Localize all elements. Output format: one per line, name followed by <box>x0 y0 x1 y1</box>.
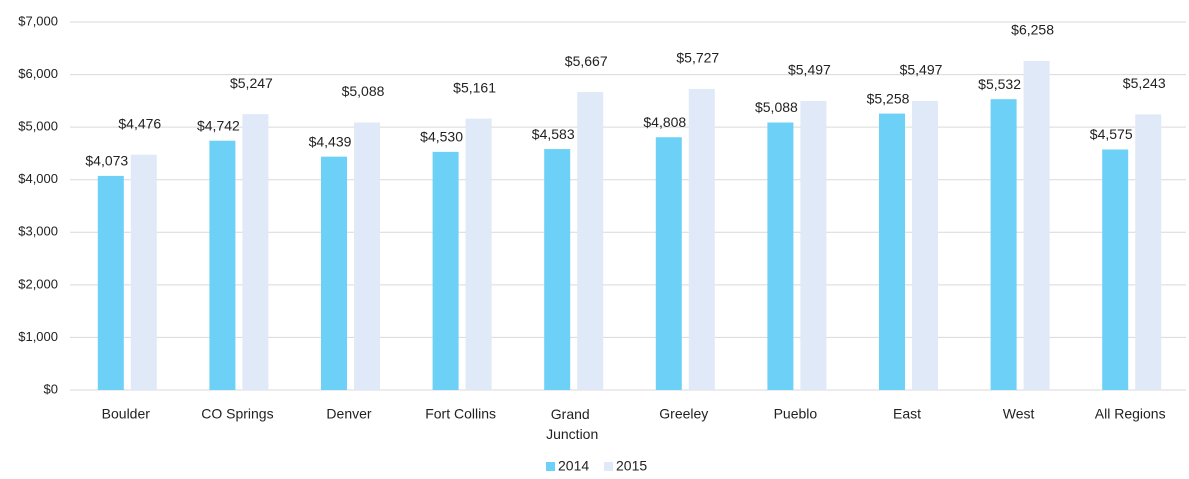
y-tick-label: $0 <box>44 381 58 396</box>
bar <box>879 113 905 390</box>
bar <box>321 156 347 390</box>
data-label: $5,667 <box>565 53 608 69</box>
data-label: $4,476 <box>118 115 161 131</box>
x-tick-label: East <box>893 406 921 422</box>
bar <box>912 101 938 390</box>
data-label: $4,742 <box>197 117 240 133</box>
data-label: $5,258 <box>867 90 910 106</box>
data-label: $5,088 <box>755 99 798 115</box>
bar <box>242 114 269 390</box>
legend-label: 2015 <box>616 458 647 474</box>
x-tick-label: West <box>1003 406 1035 422</box>
bar <box>1135 114 1162 391</box>
data-label: $4,808 <box>643 114 686 130</box>
data-label: $4,530 <box>420 129 463 145</box>
x-tick-label: Boulder <box>102 406 151 422</box>
y-tick-label: $1,000 <box>18 329 58 344</box>
bar <box>209 140 236 390</box>
y-tick-label: $5,000 <box>18 119 58 134</box>
y-tick-label: $7,000 <box>18 13 58 28</box>
data-label: $4,575 <box>1090 126 1133 142</box>
legend-label: 2014 <box>558 458 589 474</box>
bar <box>432 151 459 390</box>
bar <box>97 175 124 390</box>
y-tick-label: $3,000 <box>18 224 58 239</box>
x-tick-label: CO Springs <box>201 406 273 422</box>
data-label: $4,439 <box>309 133 352 149</box>
legend-swatch <box>546 462 555 471</box>
data-label: $5,497 <box>900 62 943 78</box>
data-label: $5,161 <box>453 79 496 95</box>
y-tick-label: $2,000 <box>18 276 58 291</box>
bar <box>990 99 1017 390</box>
data-label: $5,532 <box>978 76 1021 92</box>
bar <box>354 122 380 390</box>
bar <box>655 137 682 390</box>
x-tick-label: Pueblo <box>774 406 818 422</box>
x-tick-label: Denver <box>326 406 371 422</box>
x-tick-label: Fort Collins <box>425 406 496 422</box>
bar <box>130 154 157 390</box>
data-label: $5,088 <box>342 83 385 99</box>
bar <box>465 118 492 390</box>
y-tick-label: $4,000 <box>18 171 58 186</box>
bar <box>800 101 827 390</box>
x-tick-label: Grand Junction <box>546 406 598 442</box>
data-label: $5,497 <box>788 62 831 78</box>
bar <box>1102 149 1129 390</box>
bar <box>577 92 604 391</box>
data-label: $4,073 <box>85 153 128 169</box>
legend-swatch <box>604 462 613 471</box>
data-label: $4,583 <box>532 126 575 142</box>
bar <box>767 122 794 390</box>
bar <box>688 88 715 390</box>
data-label: $5,243 <box>1123 75 1166 91</box>
bar <box>1023 61 1050 391</box>
data-label: $5,247 <box>230 75 273 91</box>
data-label: $6,258 <box>1011 22 1054 38</box>
data-label: $5,727 <box>676 50 719 66</box>
x-tick-label: Greeley <box>659 406 708 422</box>
y-tick-label: $6,000 <box>18 66 58 81</box>
bar <box>544 149 571 390</box>
x-tick-label: All Regions <box>1095 406 1166 422</box>
